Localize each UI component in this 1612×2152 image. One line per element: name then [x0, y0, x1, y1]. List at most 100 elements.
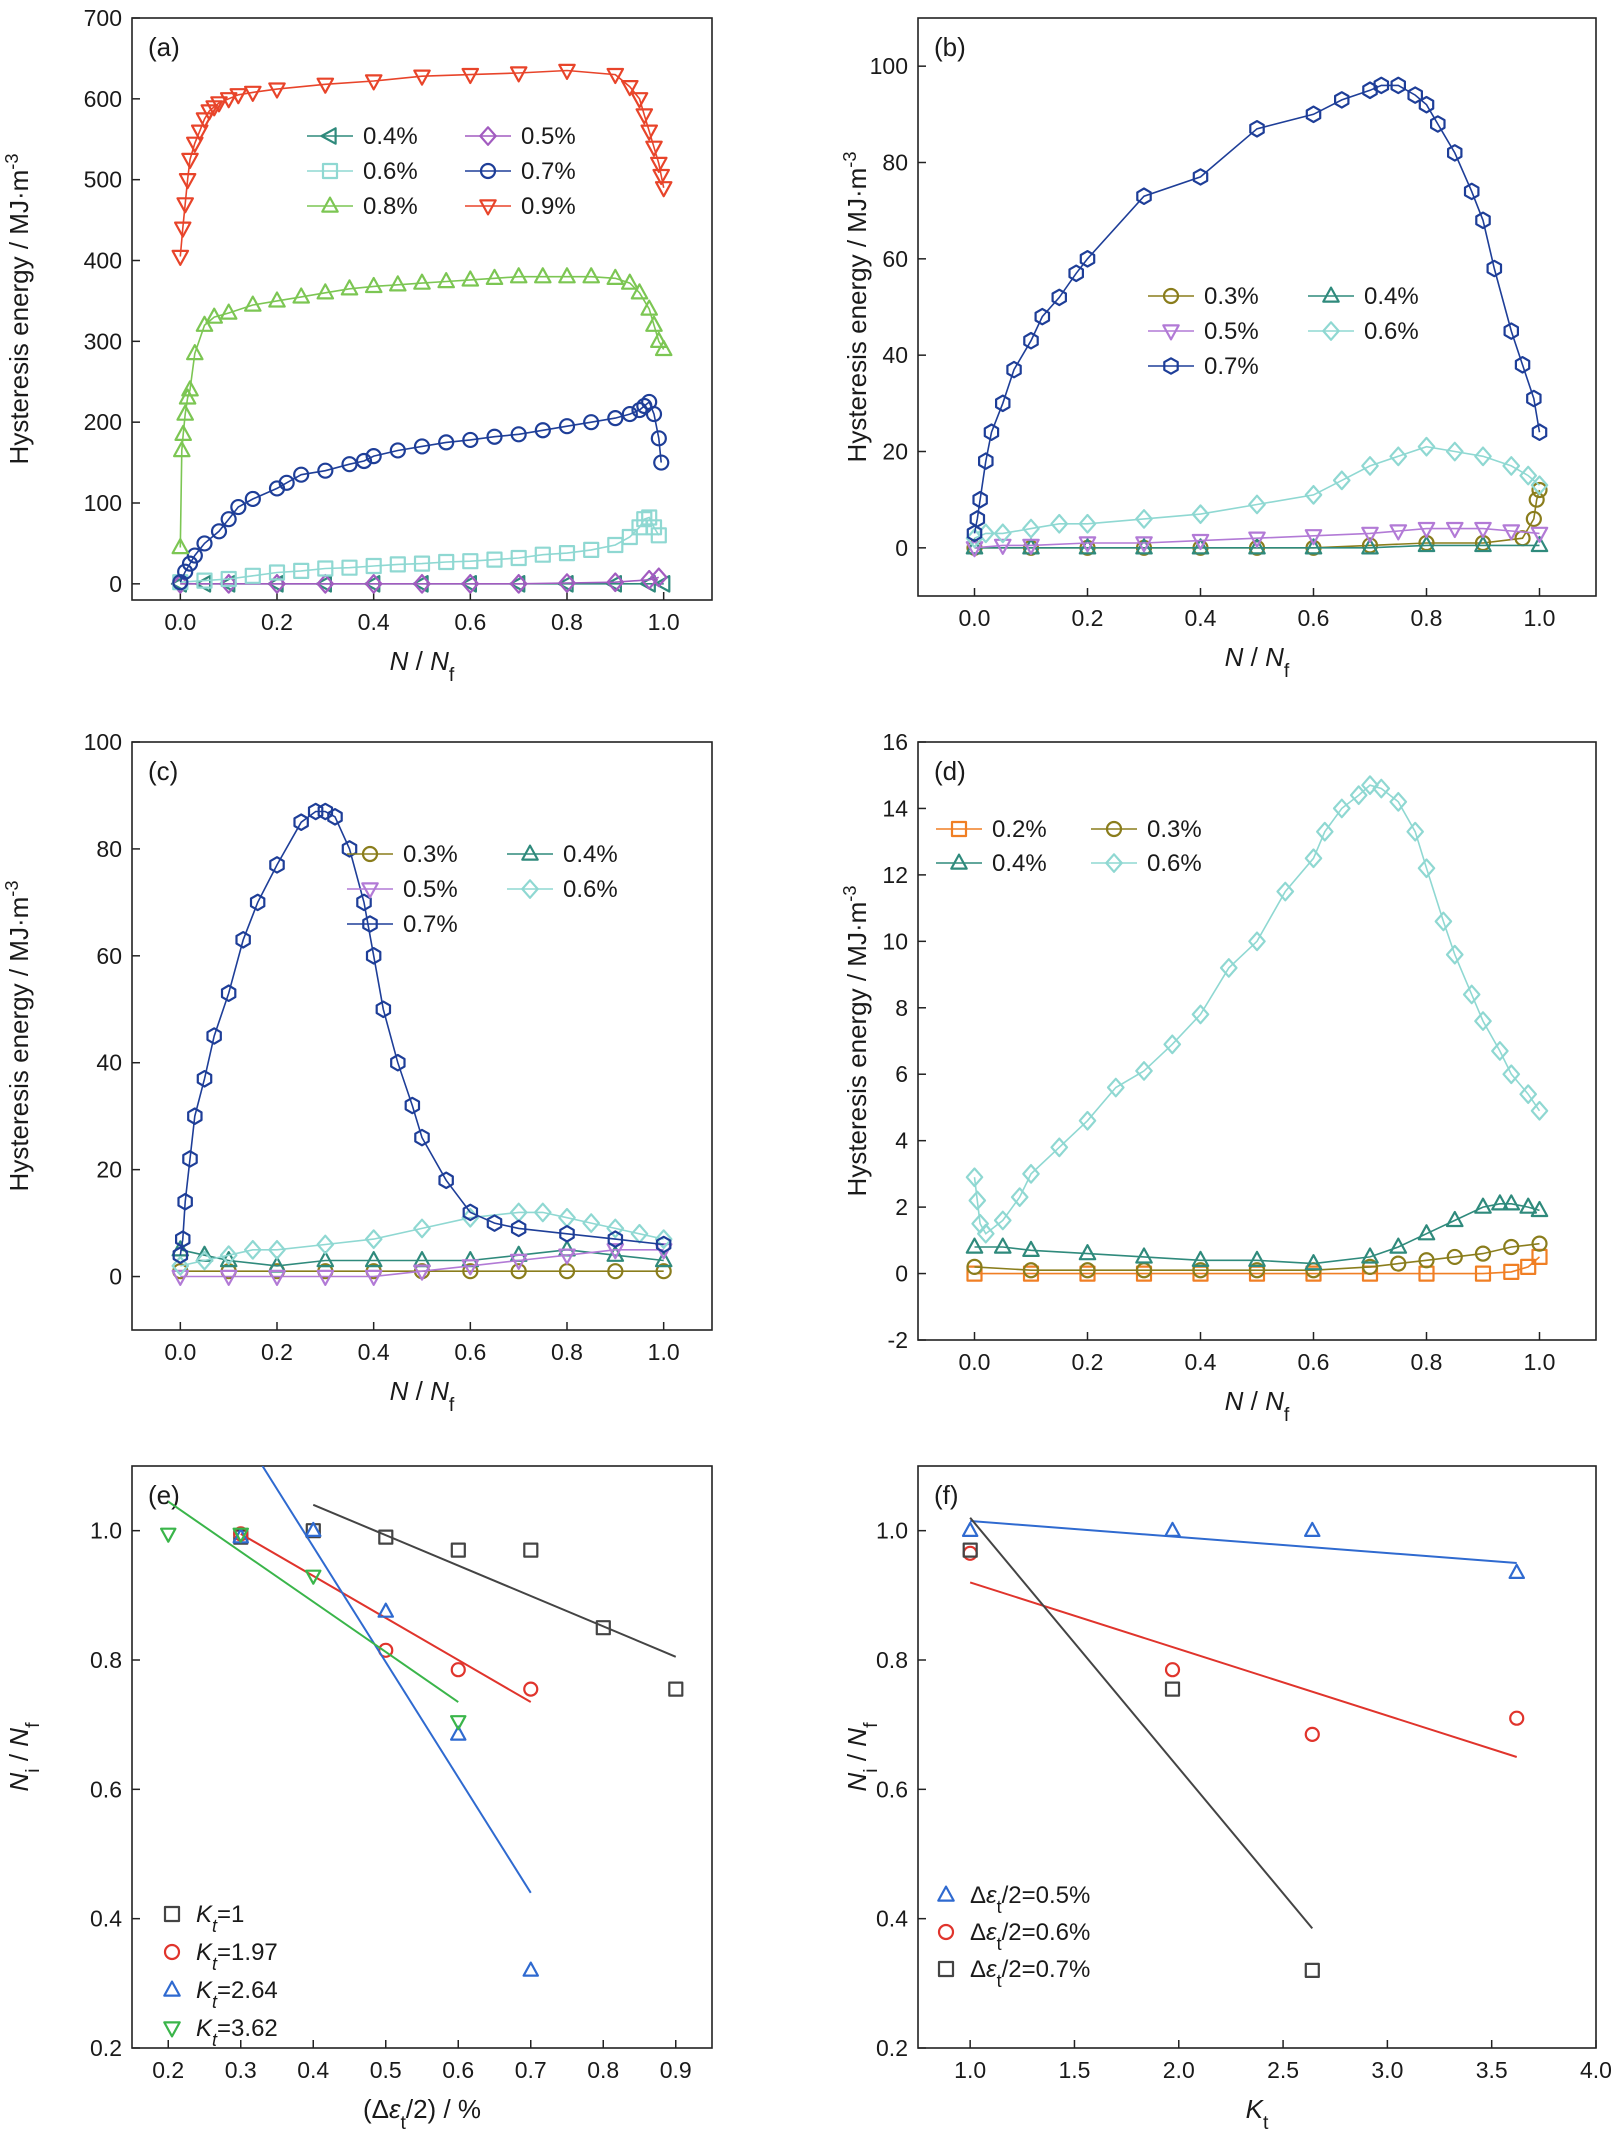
- legend: 0.3% 0.4% 0.5% 0.6% 0.7%: [1148, 283, 1419, 380]
- data-point: [1192, 168, 1209, 186]
- legend-marker: [521, 844, 539, 861]
- data-point: [1361, 456, 1379, 476]
- data-point: [1418, 95, 1435, 114]
- data-point: [1304, 848, 1323, 869]
- y-tick-label: 8: [895, 995, 908, 1021]
- series-4: [965, 775, 1549, 1244]
- data-point: [413, 438, 431, 455]
- data-point: [450, 1725, 467, 1741]
- y-tick-label: 0.6: [90, 1776, 122, 1802]
- plot-frame: [131, 741, 713, 1331]
- data-point: [1164, 1662, 1181, 1678]
- data-point: [962, 1542, 978, 1558]
- series-5: [172, 802, 672, 1264]
- data-point: [1446, 1248, 1463, 1266]
- data-point: [206, 1027, 222, 1045]
- legend-label: 0.5%: [521, 123, 576, 150]
- data-point: [606, 268, 625, 285]
- data-point: [558, 267, 576, 284]
- data-point: [1022, 1240, 1040, 1257]
- data-point: [186, 136, 204, 153]
- panel-label: (d): [934, 756, 966, 786]
- legend-label: 0.3%: [1147, 816, 1202, 843]
- legend-entry: 0.4%: [1308, 283, 1419, 310]
- data-point: [171, 574, 190, 594]
- legend-entry: 0.7%: [465, 158, 576, 185]
- data-point: [278, 474, 295, 491]
- y-tick-label: 0.2: [90, 2035, 122, 2061]
- data-point: [607, 1230, 624, 1248]
- data-point: [972, 490, 988, 509]
- y-axis-label: Hysteresis energy / MJ·m-3: [840, 886, 872, 1197]
- legend-marker: [321, 162, 339, 180]
- data-point: [631, 401, 648, 419]
- data-point: [1514, 356, 1531, 374]
- data-point: [621, 80, 639, 97]
- data-point: [1192, 1262, 1209, 1279]
- data-point: [1445, 1210, 1464, 1228]
- plot-area: [965, 775, 1549, 1282]
- legend-label: 0.2%: [992, 816, 1047, 843]
- data-point: [413, 1264, 431, 1281]
- legend-marker: [1322, 321, 1340, 341]
- data-point: [1305, 105, 1322, 124]
- y-tick-label: 0: [895, 1261, 908, 1287]
- x-tick-label: 1.0: [648, 609, 680, 635]
- data-point: [509, 267, 528, 284]
- data-point: [534, 422, 551, 439]
- panel-label: (f): [934, 1480, 959, 1510]
- data-point: [1332, 798, 1351, 819]
- x-tick-label: 0.6: [1298, 1349, 1330, 1375]
- legend-marker: [1162, 287, 1180, 305]
- series-line: [973, 84, 1541, 534]
- data-point: [171, 1269, 190, 1286]
- data-point: [364, 1269, 383, 1286]
- y-tick-label: 0: [109, 571, 122, 597]
- data-point: [438, 434, 455, 451]
- plot-frame: [131, 17, 713, 601]
- plot-area: [961, 1517, 1525, 1978]
- x-tick-label: 1.5: [1058, 2057, 1090, 2083]
- data-point: [196, 535, 213, 552]
- legend-marker: [163, 1943, 181, 1961]
- data-point: [965, 1237, 984, 1254]
- data-point: [268, 1240, 286, 1260]
- y-tick-label: 1.0: [876, 1518, 908, 1544]
- x-tick-label: 1.0: [954, 2057, 986, 2083]
- data-point: [1486, 259, 1503, 278]
- data-point: [1445, 944, 1464, 965]
- data-point: [1361, 1247, 1379, 1264]
- data-point: [510, 549, 527, 567]
- data-point: [558, 63, 576, 80]
- data-point: [640, 569, 658, 590]
- data-point: [1304, 538, 1323, 555]
- data-point: [461, 67, 480, 85]
- data-point: [645, 315, 663, 332]
- legend-entry: 0.6%: [507, 876, 618, 903]
- x-tick-label: 3.5: [1476, 2057, 1508, 2083]
- data-point: [1445, 521, 1464, 539]
- data-point: [461, 1259, 480, 1276]
- x-tick-label: 0.2: [1072, 605, 1104, 631]
- data-point: [305, 1569, 322, 1585]
- data-point: [1474, 1197, 1492, 1214]
- data-point: [1106, 1077, 1125, 1098]
- x-tick-label: 0.3: [225, 2057, 257, 2083]
- data-point: [235, 931, 251, 949]
- legend-entry: Δεt/2=0.6%: [937, 1919, 1090, 1954]
- legend-marker: [937, 1960, 955, 1978]
- data-point: [993, 538, 1012, 555]
- data-point: [365, 557, 382, 575]
- y-tick-label: 0: [109, 1264, 122, 1290]
- x-tick-label: 0.9: [660, 2057, 692, 2083]
- data-point: [293, 562, 310, 579]
- data-point: [316, 1234, 335, 1255]
- y-tick-label: 0.8: [876, 1647, 908, 1673]
- series-6: [171, 63, 673, 266]
- legend-entry: 0.5%: [347, 876, 458, 903]
- legend-marker: [1322, 286, 1340, 303]
- data-point: [1219, 958, 1238, 978]
- data-point: [182, 1150, 198, 1168]
- plot-area: [965, 76, 1549, 558]
